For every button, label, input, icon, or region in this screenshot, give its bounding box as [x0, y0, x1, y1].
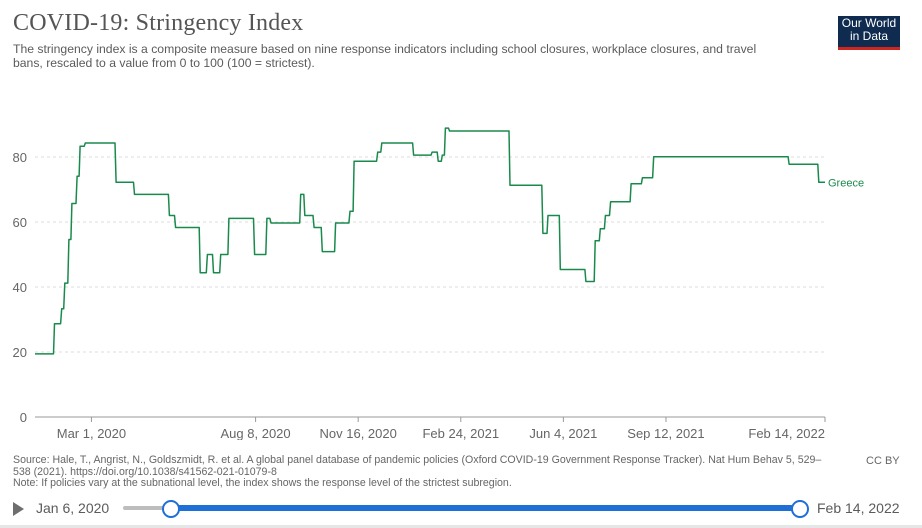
chart-subtitle: The stringency index is a composite meas… — [13, 42, 757, 70]
x-tick-label: Feb 24, 2021 — [422, 426, 499, 440]
y-tick-label: 20 — [13, 345, 27, 360]
play-icon[interactable] — [13, 502, 24, 516]
logo-line-1: Our World — [841, 16, 897, 30]
bottom-divider — [0, 525, 922, 528]
timeline-end-label: Feb 14, 2022 — [817, 500, 900, 516]
timeline-end-handle[interactable] — [791, 500, 809, 518]
x-tick-label: Aug 8, 2020 — [221, 426, 291, 440]
series-line-greece — [35, 127, 825, 355]
timeline: Jan 6, 2020 Feb 14, 2022 — [0, 496, 922, 522]
x-tick-label: Nov 16, 2020 — [320, 426, 397, 440]
y-tick-label: 40 — [13, 280, 27, 295]
timeline-selected-range[interactable] — [171, 505, 800, 511]
x-tick-label: Mar 1, 2020 — [57, 426, 126, 440]
y-tick-label: 80 — [13, 150, 27, 165]
license-link[interactable]: CC BY — [866, 455, 900, 467]
y-tick-label: 60 — [13, 215, 27, 230]
series-label-greece: Greece — [828, 177, 864, 189]
chart-source: Source: Hale, T., Angrist, N., Goldszmid… — [13, 454, 823, 490]
y-tick-label: 0 — [20, 410, 27, 425]
x-tick-label: Jun 4, 2021 — [529, 426, 597, 440]
chart-title: COVID-19: Stringency Index — [13, 10, 304, 36]
logo-line-2: in Data — [849, 29, 889, 43]
line-chart: 0 20 40 60 80 Mar 1, 2020 Aug 8, 2020 Nov 16, 2… — [13, 127, 864, 440]
timeline-start-handle[interactable] — [162, 500, 180, 518]
x-tick-label: Feb 14, 2022 — [748, 426, 825, 440]
x-tick-label: Sep 12, 2021 — [627, 426, 704, 440]
timeline-start-label: Jan 6, 2020 — [36, 500, 110, 516]
source-text: Source: Hale, T., Angrist, N., Goldszmid… — [13, 454, 822, 478]
timeline-track[interactable] — [123, 506, 171, 510]
owid-logo[interactable]: Our World in Data — [838, 16, 900, 50]
source-note: Note: If policies vary at the subnationa… — [13, 477, 512, 490]
